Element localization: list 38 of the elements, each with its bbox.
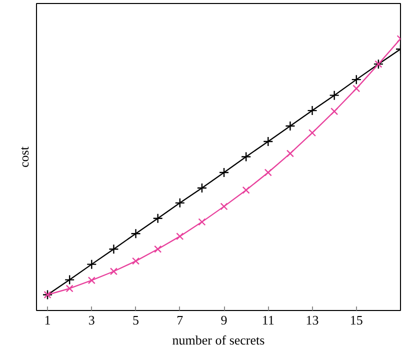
x-tick-label: 13 (306, 312, 319, 328)
point (196, 182, 208, 194)
x-tick-label: 9 (220, 312, 228, 328)
point (220, 202, 228, 210)
x-tick-label: 11 (262, 312, 274, 328)
point (218, 167, 230, 178)
point (130, 228, 141, 239)
point (329, 90, 340, 100)
point (264, 168, 272, 176)
point (307, 105, 318, 116)
x-axis-title: number of secrets (172, 332, 265, 348)
point (88, 276, 96, 284)
point (154, 245, 162, 253)
point (263, 136, 274, 147)
x-tick-label: 15 (350, 312, 363, 328)
y-axis-title: cost (16, 146, 32, 168)
point (86, 259, 97, 270)
x-tick-label: 3 (88, 312, 95, 328)
point (285, 120, 296, 132)
point (152, 213, 163, 224)
point (198, 218, 206, 226)
point (242, 186, 250, 194)
point (286, 150, 294, 158)
x-tick-label: 1 (44, 312, 51, 328)
point (351, 74, 362, 85)
point (176, 232, 184, 240)
point (66, 284, 74, 292)
point (240, 152, 252, 162)
point (64, 274, 75, 285)
point (174, 198, 185, 208)
x-tick-label: 5 (132, 312, 140, 328)
point (108, 244, 119, 254)
point (132, 257, 140, 265)
point (308, 129, 316, 137)
x-tick-label: 7 (176, 312, 184, 328)
point (352, 84, 360, 92)
point (110, 268, 118, 276)
point (330, 108, 338, 116)
